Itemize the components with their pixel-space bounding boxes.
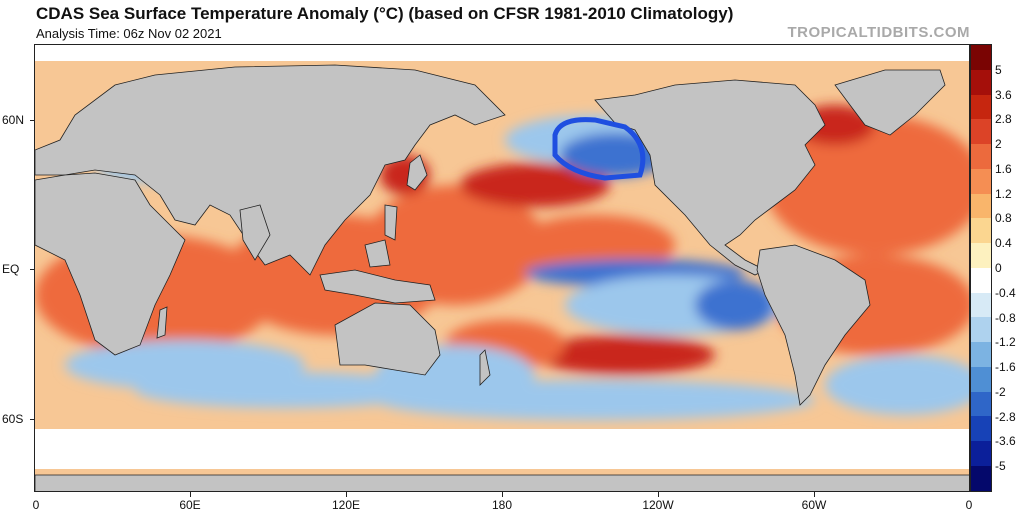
map-canvas	[35, 45, 969, 491]
borneo-landmass	[364, 239, 391, 268]
site-watermark: TROPICALTIDBITS.COM	[787, 24, 970, 41]
africa-landmass	[35, 172, 186, 356]
indonesia-landmass	[319, 269, 436, 304]
colorbar-tick-label: 3.6	[995, 87, 1012, 102]
highlight-circle	[552, 117, 646, 181]
colorbar-tick-label: -5	[995, 459, 1006, 474]
colorbar-segment	[971, 267, 991, 293]
colorbar-segment	[971, 366, 991, 392]
colorbar-tick-label: 2.8	[995, 112, 1012, 127]
lat-label-eq: EQ	[2, 262, 20, 276]
lon-label: 0	[32, 498, 40, 512]
colorbar-segment	[971, 69, 991, 95]
lon-tick	[502, 492, 503, 497]
colorbar-tick-label: -3.6	[995, 434, 1016, 449]
lat-tick	[30, 419, 34, 420]
lon-tick	[814, 492, 815, 497]
lon-tick	[190, 492, 191, 497]
lon-label: 60E	[179, 498, 201, 512]
colorbar-tick-label: 1.2	[995, 186, 1012, 201]
map-title: CDAS Sea Surface Temperature Anomaly (°C…	[36, 4, 734, 23]
japan-landmass	[406, 154, 428, 191]
colorbar-segment	[971, 119, 991, 145]
colorbar-tick-label: -0.8	[995, 310, 1016, 325]
lat-tick	[30, 269, 34, 270]
colorbar-segment	[971, 466, 991, 491]
arctic-ice-region	[35, 45, 969, 61]
colorbar	[970, 44, 992, 492]
colorbar-tick-label: 0.4	[995, 236, 1012, 251]
antarctica-landmass	[35, 474, 969, 491]
lon-tick	[658, 492, 659, 497]
lon-label: 60W	[801, 498, 827, 512]
south-america-landmass	[756, 244, 871, 406]
colorbar-segment	[971, 441, 991, 467]
colorbar-segment	[971, 292, 991, 318]
colorbar-tick-label: -1.2	[995, 335, 1016, 350]
lon-label: 120W	[642, 498, 674, 512]
analysis-time: Analysis Time: 06z Nov 02 2021	[36, 26, 222, 41]
colorbar-segment	[971, 218, 991, 244]
colorbar-segment	[971, 342, 991, 367]
lon-label: 120E	[331, 498, 361, 512]
madagascar-landmass	[156, 306, 168, 339]
land-masses	[35, 64, 969, 491]
colorbar-tick-label: -2	[995, 384, 1006, 399]
colorbar-segment	[971, 144, 991, 169]
colorbar-segment	[971, 317, 991, 343]
lon-label: 180	[491, 498, 513, 512]
india-landmass	[239, 204, 271, 261]
colorbar-segment	[971, 416, 991, 442]
colorbar-segment	[971, 168, 991, 194]
sea-ice-region	[35, 429, 969, 469]
colorbar-segment	[971, 193, 991, 219]
colorbar-tick-label: 0	[995, 261, 1002, 275]
colorbar-segment	[971, 391, 991, 417]
lat-label-60s: 60S	[2, 412, 24, 426]
colorbar-tick-label: -2.8	[995, 409, 1016, 424]
colorbar-segment	[971, 243, 991, 268]
lon-label: 0	[965, 498, 973, 512]
lon-tick	[346, 492, 347, 497]
australia-landmass	[334, 302, 441, 376]
colorbar-segment	[971, 94, 991, 120]
colorbar-tick-label: 2	[995, 137, 1002, 152]
colorbar-tick-label: -0.4	[995, 285, 1016, 300]
colorbar-tick-label: 5	[995, 62, 1002, 77]
philippines-landmass	[384, 204, 398, 241]
lat-label-60n: 60N	[2, 113, 25, 127]
colorbar-tick-label: 0.8	[995, 211, 1012, 226]
colorbar-segment	[971, 45, 991, 70]
colorbar-tick-label: -1.6	[995, 360, 1016, 375]
eurasia-landmass	[35, 64, 506, 276]
new-zealand-landmass	[479, 349, 491, 386]
colorbar-tick-label: 1.6	[995, 161, 1012, 176]
sst-anomaly-map[interactable]	[34, 44, 970, 492]
greenland-landmass	[834, 69, 946, 136]
north-america-landmass	[594, 79, 826, 276]
lat-tick	[30, 120, 34, 121]
